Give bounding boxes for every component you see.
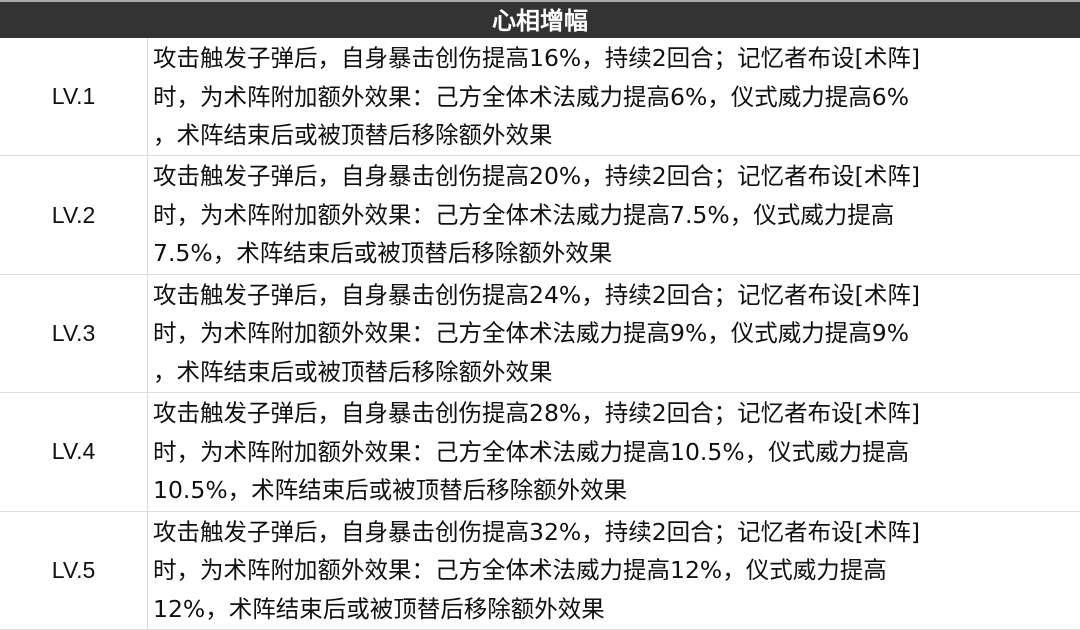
- description-line: 12%，术阵结束后或被顶替后移除额外效果: [153, 594, 605, 623]
- description-line: 时，为术阵附加额外效果：己方全体术法威力提高6%，仪式威力提高6%: [153, 82, 910, 111]
- description-line: 时，为术阵附加额外效果：己方全体术法威力提高12%，仪式威力提高: [153, 556, 887, 585]
- description-line: 攻击触发子弹后，自身暴击创伤提高28%，持续2回合；记忆者布设[术阵]: [153, 399, 921, 428]
- table-row: LV.4 攻击触发子弹后，自身暴击创伤提高28%，持续2回合；记忆者布设[术阵]…: [0, 393, 1080, 512]
- description-line: ，术阵结束后或被顶替后移除额外效果: [153, 121, 553, 149]
- description-line: 时，为术阵附加额外效果：己方全体术法威力提高10.5%，仪式威力提高: [153, 437, 910, 466]
- table-row: LV.3 攻击触发子弹后，自身暴击创伤提高24%，持续2回合；记忆者布设[术阵]…: [0, 274, 1080, 394]
- description-line: 时，为术阵附加额外效果：己方全体术法威力提高7.5%，仪式威力提高: [153, 200, 895, 229]
- description-cell: 攻击触发子弹后，自身暴击创伤提高28%，持续2回合；记忆者布设[术阵] 时，为术…: [148, 393, 1080, 510]
- level-cell: LV.3: [0, 274, 148, 393]
- table-row: LV.1 攻击触发子弹后，自身暴击创伤提高16%，持续2回合；记忆者布设[术阵]…: [0, 38, 1080, 157]
- description-cell: 攻击触发子弹后，自身暴击创伤提高20%，持续2回合；记忆者布设[术阵] 时，为术…: [148, 156, 1080, 273]
- table-title: 心相增幅: [0, 0, 1080, 38]
- table-row: LV.2 攻击触发子弹后，自身暴击创伤提高20%，持续2回合；记忆者布设[术阵]…: [0, 156, 1080, 275]
- description-cell: 攻击触发子弹后，自身暴击创伤提高24%，持续2回合；记忆者布设[术阵] 时，为术…: [148, 275, 1080, 392]
- level-cell: LV.4: [0, 393, 148, 511]
- description-line: 攻击触发子弹后，自身暴击创伤提高20%，持续2回合；记忆者布设[术阵]: [153, 162, 921, 191]
- level-cell: LV.2: [0, 156, 148, 274]
- description-line: 时，为术阵附加额外效果：己方全体术法威力提高9%，仪式威力提高9%: [153, 319, 910, 348]
- description-line: 10.5%，术阵结束后或被顶替后移除额外效果: [153, 476, 628, 505]
- description-line: 攻击触发子弹后，自身暴击创伤提高32%，持续2回合；记忆者布设[术阵]: [153, 517, 921, 546]
- description-cell: 攻击触发子弹后，自身暴击创伤提高16%，持续2回合；记忆者布设[术阵] 时，为术…: [148, 38, 1080, 155]
- table-body: LV.1 攻击触发子弹后，自身暴击创伤提高16%，持续2回合；记忆者布设[术阵]…: [0, 38, 1080, 630]
- level-cell: LV.5: [0, 511, 148, 629]
- description-cell: 攻击触发子弹后，自身暴击创伤提高32%，持续2回合；记忆者布设[术阵] 时，为术…: [148, 512, 1080, 629]
- description-line: 攻击触发子弹后，自身暴击创伤提高16%，持续2回合；记忆者布设[术阵]: [153, 44, 921, 72]
- description-line: 7.5%，术阵结束后或被顶替后移除额外效果: [153, 239, 613, 268]
- level-cell: LV.1: [0, 38, 148, 156]
- description-line: 攻击触发子弹后，自身暴击创伤提高24%，持续2回合；记忆者布设[术阵]: [153, 280, 921, 309]
- table-row: LV.5 攻击触发子弹后，自身暴击创伤提高32%，持续2回合；记忆者布设[术阵]…: [0, 511, 1080, 630]
- description-line: ，术阵结束后或被顶替后移除额外效果: [153, 357, 553, 386]
